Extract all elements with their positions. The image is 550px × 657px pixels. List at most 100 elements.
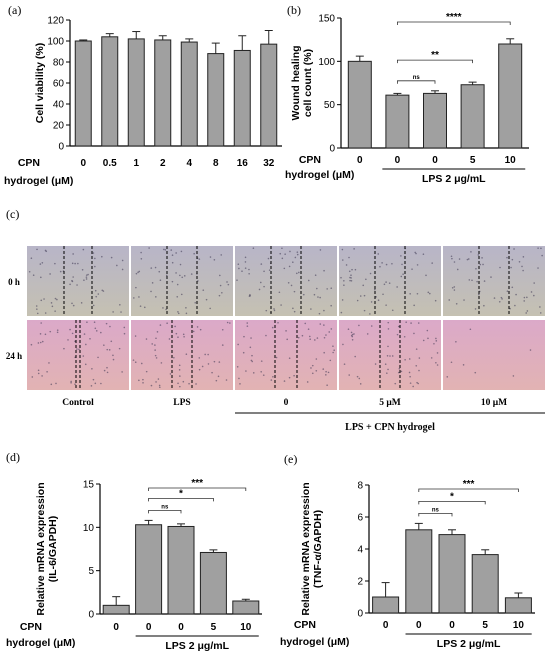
- y-axis-label: cell count (%): [302, 49, 314, 117]
- cell-dot: [466, 258, 469, 261]
- bar: [154, 39, 172, 147]
- cell-dot: [342, 343, 344, 346]
- cell-dot: [514, 304, 516, 307]
- cell-dot: [49, 273, 51, 275]
- cell-dot: [32, 274, 35, 277]
- panel-label: (a): [8, 3, 21, 17]
- cell-dot: [166, 322, 168, 325]
- cell-dot: [297, 271, 300, 274]
- y-tick-label: 0: [329, 144, 335, 155]
- bar: [460, 84, 485, 149]
- cell-dot: [171, 280, 174, 283]
- cell-dot: [54, 262, 56, 265]
- cell-dot: [245, 370, 247, 372]
- micrograph-tile: [27, 246, 129, 316]
- cell-dot: [400, 370, 403, 373]
- significance-label: *: [450, 491, 454, 502]
- cell-dot: [56, 331, 59, 334]
- cell-dot: [417, 322, 420, 324]
- cell-dot: [263, 270, 265, 273]
- significance-label: ***: [463, 479, 475, 490]
- cell-dot: [386, 372, 388, 374]
- cell-dot: [76, 284, 78, 286]
- cell-dot: [493, 297, 496, 299]
- cell-dot: [469, 328, 472, 331]
- cell-dot: [193, 252, 195, 255]
- bar: [74, 40, 92, 147]
- cell-dot: [116, 264, 118, 267]
- column-label: 10 μM: [481, 398, 507, 408]
- cell-dot: [348, 270, 351, 273]
- cell-dot: [425, 274, 427, 277]
- cell-dot: [365, 278, 367, 281]
- cell-dot: [162, 307, 164, 309]
- row-label-cpn: CPN: [294, 619, 316, 631]
- cell-dot: [244, 256, 247, 259]
- cell-dot: [242, 351, 245, 354]
- cell-dot: [102, 290, 105, 292]
- cell-dot: [159, 324, 162, 326]
- cell-dot: [358, 377, 361, 380]
- cell-dot: [377, 299, 380, 301]
- bar: [372, 596, 400, 614]
- cell-dot: [188, 382, 190, 385]
- cell-dot: [145, 338, 148, 340]
- cell-dot: [281, 247, 283, 250]
- cell-dot: [41, 375, 43, 377]
- x-tick-label: 4: [186, 158, 192, 169]
- group-label: LPS + CPN hydrogel: [345, 422, 435, 433]
- column-label: 5 μM: [379, 398, 401, 408]
- cell-dot: [522, 256, 525, 258]
- x-tick-label: 8: [213, 158, 219, 169]
- cell-dot: [185, 312, 188, 315]
- cell-dot: [176, 283, 179, 286]
- cell-dot: [462, 364, 465, 366]
- cell-dot: [36, 312, 39, 315]
- cell-dot: [164, 249, 167, 251]
- cell-dot: [229, 322, 231, 324]
- cell-dot: [319, 296, 321, 299]
- cell-dot: [375, 296, 377, 298]
- cell-dot: [412, 385, 414, 388]
- y-tick-label: 0: [88, 610, 94, 621]
- cell-dot: [209, 307, 211, 310]
- cell-dot: [415, 364, 418, 367]
- cell-dot: [471, 279, 473, 282]
- cell-dot: [50, 383, 53, 386]
- cell-dot: [71, 302, 73, 305]
- cell-dot: [478, 293, 480, 296]
- cell-dot: [198, 368, 201, 371]
- cell-dot: [285, 330, 287, 332]
- y-axis-label: (IL-6/GAPDH): [47, 516, 59, 583]
- y-tick-label: 120: [47, 16, 64, 27]
- cell-dot: [252, 372, 255, 374]
- cell-dot: [415, 348, 418, 350]
- cell-dot: [304, 322, 307, 325]
- cell-dot: [221, 291, 223, 294]
- x-tick-label: 0: [357, 155, 363, 166]
- cell-dot: [450, 255, 453, 258]
- cell-dot: [277, 321, 279, 324]
- significance-bracket: [148, 498, 214, 502]
- cell-dot: [76, 348, 78, 350]
- y-axis-label: Relative mRNA expression: [300, 482, 312, 615]
- cell-dot: [30, 257, 33, 259]
- x-tick-label: 10: [513, 620, 525, 631]
- cell-dot: [251, 360, 254, 363]
- cell-dot: [351, 333, 354, 336]
- cell-dot: [246, 325, 249, 327]
- bar: [471, 554, 499, 614]
- cell-dot: [296, 253, 299, 256]
- cell-dot: [46, 370, 48, 373]
- cell-dot: [539, 306, 541, 308]
- cell-dot: [94, 327, 97, 330]
- cell-dot: [418, 369, 420, 372]
- chart-panel-d: (d) 0 5 10 15 Relative mRNA expression (IL-6/G…: [6, 450, 262, 652]
- cell-dot: [319, 249, 322, 251]
- cell-dot: [251, 354, 253, 357]
- cell-dot: [363, 309, 366, 312]
- cell-dot: [288, 376, 291, 379]
- micrograph-tile: [131, 246, 233, 316]
- cell-dot: [171, 261, 174, 264]
- cell-dot: [181, 276, 184, 279]
